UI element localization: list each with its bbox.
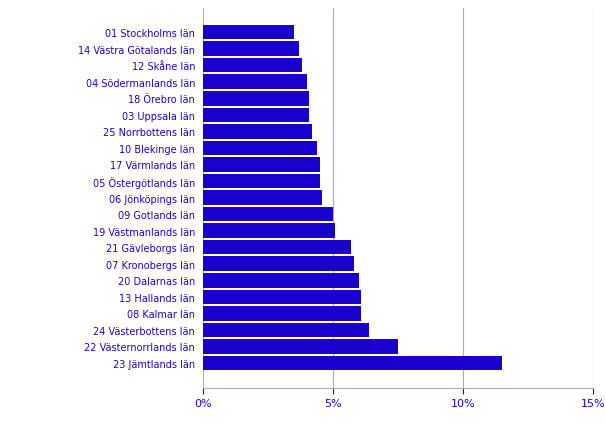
Bar	[203, 92, 309, 106]
Bar	[203, 207, 333, 222]
Bar	[203, 290, 361, 305]
Bar	[203, 273, 359, 288]
Bar	[203, 224, 335, 239]
Bar	[203, 158, 319, 173]
Bar	[203, 257, 353, 271]
Bar	[203, 59, 301, 73]
Bar	[203, 191, 322, 205]
Bar	[203, 174, 319, 189]
Bar	[203, 141, 317, 156]
Bar	[203, 108, 309, 123]
Bar	[203, 26, 294, 40]
Bar	[203, 306, 361, 321]
Bar	[203, 340, 398, 354]
Bar	[203, 240, 351, 255]
Bar	[203, 356, 502, 371]
Bar	[203, 75, 307, 90]
Bar	[203, 42, 299, 57]
Bar	[203, 125, 312, 139]
Bar	[203, 323, 369, 337]
